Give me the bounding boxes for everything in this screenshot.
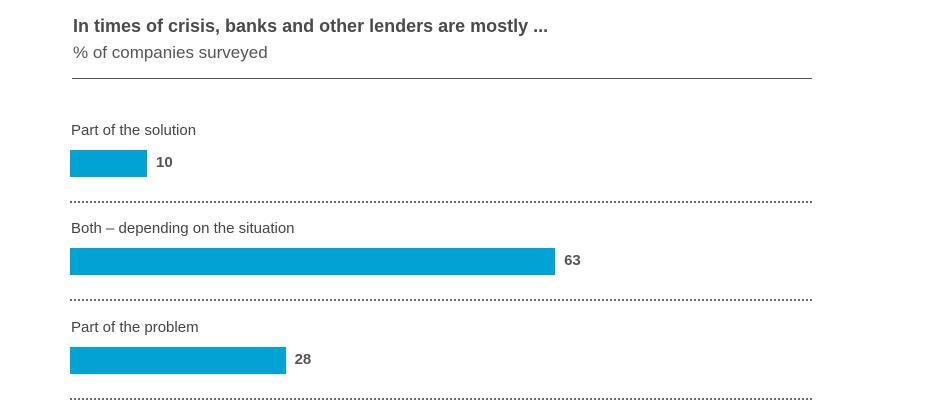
row-divider	[70, 201, 812, 203]
row-divider	[70, 398, 812, 400]
bar-both	[70, 248, 556, 275]
value-label-solution: 10	[156, 154, 173, 171]
value-label-both: 63	[564, 252, 581, 269]
bar-problem	[70, 347, 286, 374]
value-label-problem: 28	[294, 351, 312, 368]
row-divider	[70, 299, 812, 301]
chart-title: In times of crisis, banks and other lend…	[73, 16, 549, 36]
category-label-solution: Part of the solution	[71, 122, 197, 139]
bar-solution	[70, 150, 147, 177]
category-label-problem: Part of the problem	[71, 319, 199, 336]
category-label-both: Both – depending on the situation	[71, 220, 295, 237]
header-rule	[72, 78, 812, 79]
chart-subtitle: % of companies surveyed	[73, 43, 268, 62]
